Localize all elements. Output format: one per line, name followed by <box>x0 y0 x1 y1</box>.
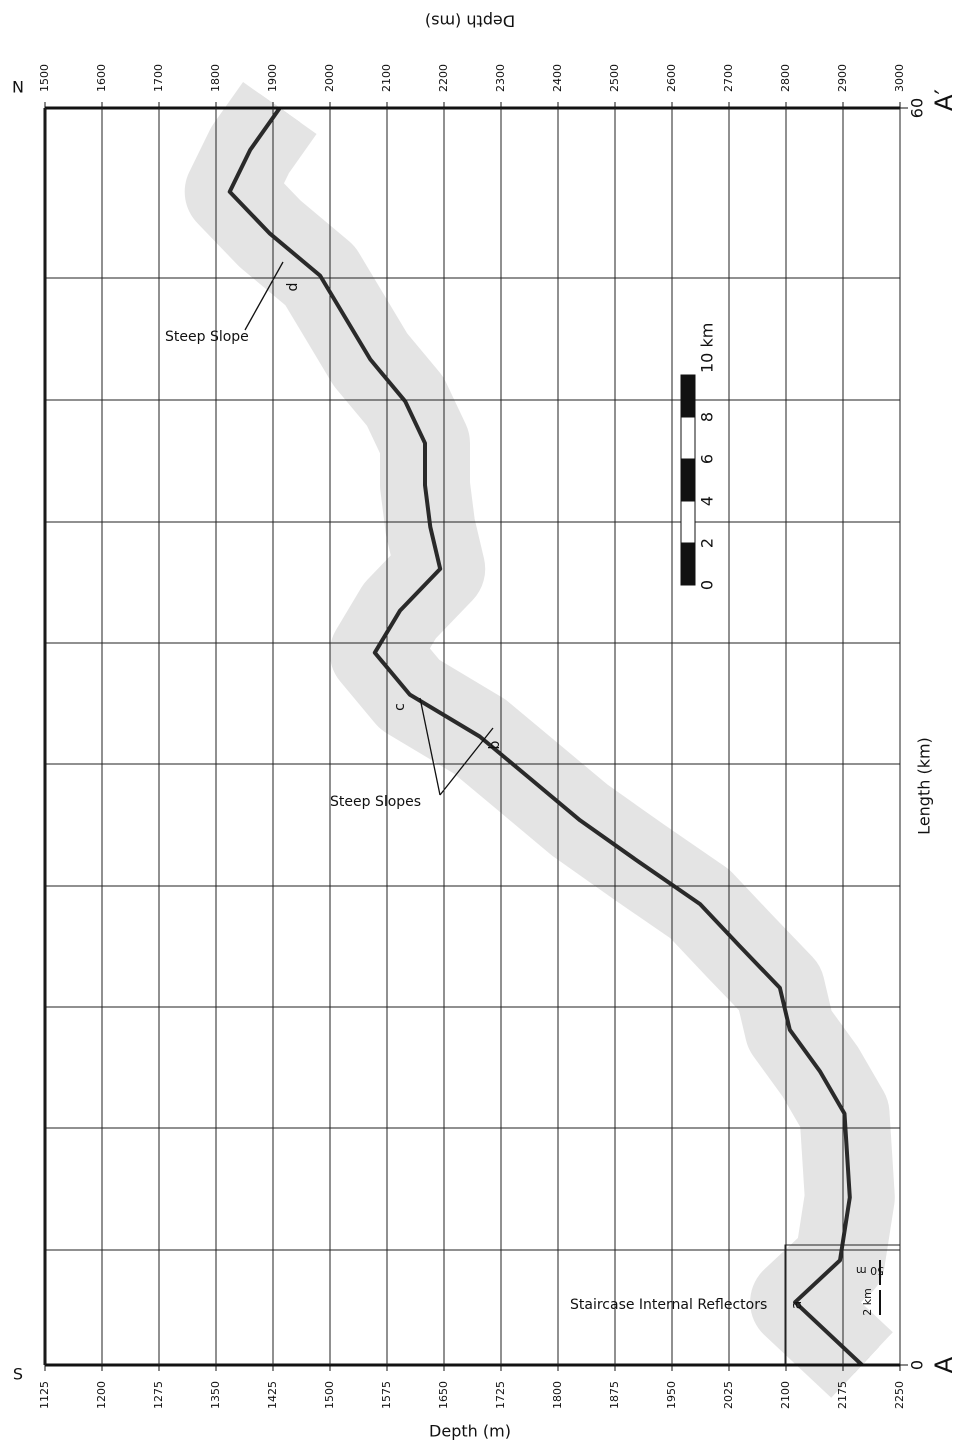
scale-label: 8 <box>698 412 717 422</box>
x-tick-label: 60 <box>908 98 927 118</box>
y-tick-label: 1875 <box>608 1381 621 1409</box>
side-label: S <box>13 1365 23 1384</box>
end-label: A <box>930 1356 958 1373</box>
y2-tick-label: 3000 <box>893 64 906 92</box>
y-tick-label: 1500 <box>323 1381 336 1409</box>
x-axis-title: Length (km) <box>915 737 934 835</box>
y-tick-label: 1125 <box>38 1381 51 1409</box>
end-label: A′ <box>930 89 958 111</box>
x-tick-label: 0 <box>908 1360 927 1370</box>
y-axis-title: Depth (m) <box>429 1422 511 1441</box>
y2-tick-label: 2600 <box>665 64 678 92</box>
scale-segment <box>681 543 695 585</box>
y2-tick-label: 2300 <box>494 64 507 92</box>
scale-label: 2 <box>698 538 717 548</box>
y-tick-label: 1425 <box>266 1381 279 1409</box>
scale-segment <box>681 501 695 543</box>
annotation: Staircase Internal Reflectors <box>570 1297 767 1313</box>
page: Length (km) Depth (m) Depth (ms) A A′ S … <box>0 0 966 1450</box>
annotation: a <box>789 1301 805 1310</box>
annotation: 50 m <box>856 1264 884 1277</box>
y-tick-label: 1200 <box>95 1381 108 1409</box>
y2-tick-label: 1900 <box>266 64 279 92</box>
seismic-band <box>230 108 862 1365</box>
y-tick-label: 2175 <box>836 1381 849 1409</box>
y2-tick-label: 2000 <box>323 64 336 92</box>
y2-tick-label: 2200 <box>437 64 450 92</box>
annotation: d <box>285 283 301 292</box>
scale-label: 6 <box>698 454 717 464</box>
y2-tick-label: 2900 <box>836 64 849 92</box>
annotation: 2 km <box>861 1288 874 1316</box>
scale-segment <box>681 459 695 501</box>
scale-label: 0 <box>698 580 717 590</box>
y-tick-label: 2100 <box>779 1381 792 1409</box>
side-label: N <box>12 78 24 97</box>
y2-tick-label: 2100 <box>380 64 393 92</box>
figure: Length (km) Depth (m) Depth (ms) A A′ S … <box>0 0 966 1450</box>
y-tick-label: 1350 <box>209 1381 222 1409</box>
y2-tick-label: 1700 <box>152 64 165 92</box>
y-tick-label: 1950 <box>665 1381 678 1409</box>
y-tick-label: 1725 <box>494 1381 507 1409</box>
y2-tick-label: 2700 <box>722 64 735 92</box>
y2-tick-label: 2800 <box>779 64 792 92</box>
y-tick-label: 2250 <box>893 1381 906 1409</box>
scale-end-label: 10 km <box>698 323 717 373</box>
annotation: Steep Slope <box>165 329 249 345</box>
trace-lines <box>45 278 900 1250</box>
y-tick-label: 1800 <box>551 1381 564 1409</box>
y-tick-label: 1275 <box>152 1381 165 1409</box>
y-tick-label: 1650 <box>437 1381 450 1409</box>
scale-segment <box>681 375 695 417</box>
annotation: b <box>487 740 503 749</box>
y2-axis-title: Depth (ms) <box>425 12 515 31</box>
y2-tick-label: 2500 <box>608 64 621 92</box>
y2-tick-label: 1800 <box>209 64 222 92</box>
y2-tick-label: 1600 <box>95 64 108 92</box>
y2-tick-label: 1500 <box>38 64 51 92</box>
y-tick-label: 2025 <box>722 1381 735 1409</box>
scale-segment <box>681 417 695 459</box>
y2-tick-label: 2400 <box>551 64 564 92</box>
annotation: c <box>392 703 408 711</box>
annotation: Steep Slopes <box>330 794 421 810</box>
y-tick-label: 1575 <box>380 1381 393 1409</box>
scale-label: 4 <box>698 496 717 506</box>
